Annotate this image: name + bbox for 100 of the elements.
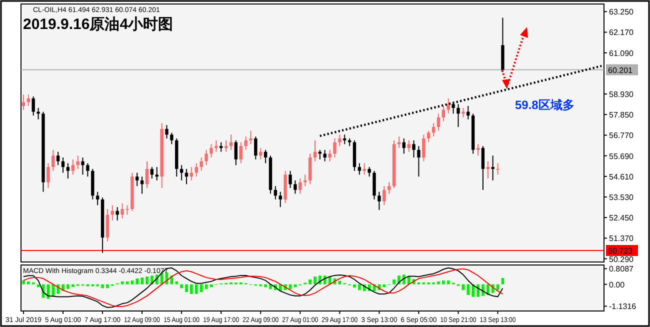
bar — [382, 284, 386, 288]
candlestick — [417, 146, 420, 178]
candlestick — [456, 104, 460, 128]
y-tick-label: 62.170 — [609, 28, 634, 38]
bar — [22, 280, 25, 284]
candlestick — [402, 138, 406, 154]
annotation: 59.8区域多 — [515, 98, 574, 112]
candlestick — [303, 174, 307, 187]
bar — [264, 284, 267, 288]
candlestick — [145, 160, 149, 189]
bar — [501, 278, 504, 284]
candlestick — [338, 134, 342, 147]
candlestick — [313, 140, 317, 162]
candlestick — [36, 107, 40, 120]
candlestick — [204, 149, 208, 166]
candlestick — [298, 178, 302, 194]
bar — [442, 280, 445, 284]
candlestick — [180, 164, 184, 181]
bar — [338, 280, 342, 284]
bar — [194, 284, 198, 294]
candlestick — [46, 162, 50, 189]
candlestick — [52, 149, 55, 172]
candlestick — [442, 106, 446, 122]
text: 2019.9.16原油4小时图 — [23, 16, 174, 33]
bar — [66, 284, 70, 289]
bar — [314, 276, 316, 284]
candlestick — [66, 162, 70, 179]
candlestick — [76, 155, 80, 170]
y-tick-label: 57.850 — [609, 110, 634, 120]
candlestick — [229, 134, 233, 150]
candlestick — [170, 132, 174, 145]
candlestick — [343, 134, 346, 145]
bar — [358, 284, 361, 290]
candlestick — [436, 113, 440, 132]
candlestick — [136, 172, 139, 187]
bar — [52, 284, 55, 296]
candlestick — [372, 170, 376, 200]
candlestick — [219, 142, 223, 152]
bar — [71, 284, 74, 288]
candlestick — [422, 134, 426, 162]
candlestick — [486, 160, 490, 179]
candlestick — [22, 94, 26, 110]
candlestick — [239, 142, 242, 164]
bar — [392, 279, 396, 284]
y-tick-label: 50.290 — [609, 254, 634, 264]
candlestick — [86, 162, 90, 178]
y-tick-label: 0.8087 — [609, 264, 634, 274]
candlestick — [427, 130, 430, 143]
candlestick — [106, 208, 110, 242]
candlestick — [412, 140, 416, 158]
bar — [146, 276, 148, 284]
y-tick-label: 55.690 — [609, 152, 634, 161]
y-tick-label: 0.00 — [609, 280, 626, 290]
bar — [446, 280, 450, 284]
candlestick — [200, 157, 203, 172]
y-tick-label: 58.930 — [609, 90, 634, 100]
candlestick — [462, 107, 465, 118]
candlestick — [278, 191, 282, 208]
bar — [353, 284, 356, 288]
candlestick — [397, 136, 401, 148]
candlestick — [328, 149, 332, 162]
bar — [175, 281, 178, 284]
bar — [180, 284, 183, 288]
candlestick — [407, 140, 410, 152]
bar — [472, 284, 474, 297]
bar — [185, 284, 188, 292]
candlestick — [224, 140, 228, 152]
candlestick — [165, 124, 168, 139]
candlestick — [81, 157, 84, 176]
y-tick-label: 63.250 — [609, 8, 634, 17]
candlestick — [288, 170, 292, 189]
candlestick — [378, 191, 381, 210]
bar — [136, 278, 139, 284]
candlestick — [382, 186, 386, 206]
y-tick-label: -1.1316 — [609, 302, 637, 312]
candlestick — [452, 102, 455, 114]
candlestick — [432, 122, 436, 138]
ref-line-label: 60.201 — [608, 66, 634, 75]
bar — [190, 284, 193, 294]
bar — [27, 281, 30, 284]
candlestick — [234, 140, 238, 166]
candlestick — [150, 166, 154, 179]
bar — [101, 284, 104, 288]
candlestick — [71, 158, 74, 176]
bar — [140, 278, 144, 284]
candlestick — [466, 106, 470, 120]
bar — [466, 284, 470, 295]
candlestick — [446, 98, 450, 114]
candlestick — [274, 186, 278, 200]
candlestick — [308, 153, 312, 185]
bar — [482, 284, 484, 296]
y-tick-label: 53.530 — [609, 192, 634, 202]
ref-line-label: 50.723 — [608, 246, 634, 256]
candlestick — [214, 140, 218, 152]
candlestick — [362, 162, 366, 176]
candlestick — [244, 136, 248, 150]
candlestick — [333, 138, 336, 158]
candlestick — [294, 180, 297, 194]
candlestick — [210, 144, 213, 158]
y-tick-label: 61.090 — [609, 48, 634, 58]
